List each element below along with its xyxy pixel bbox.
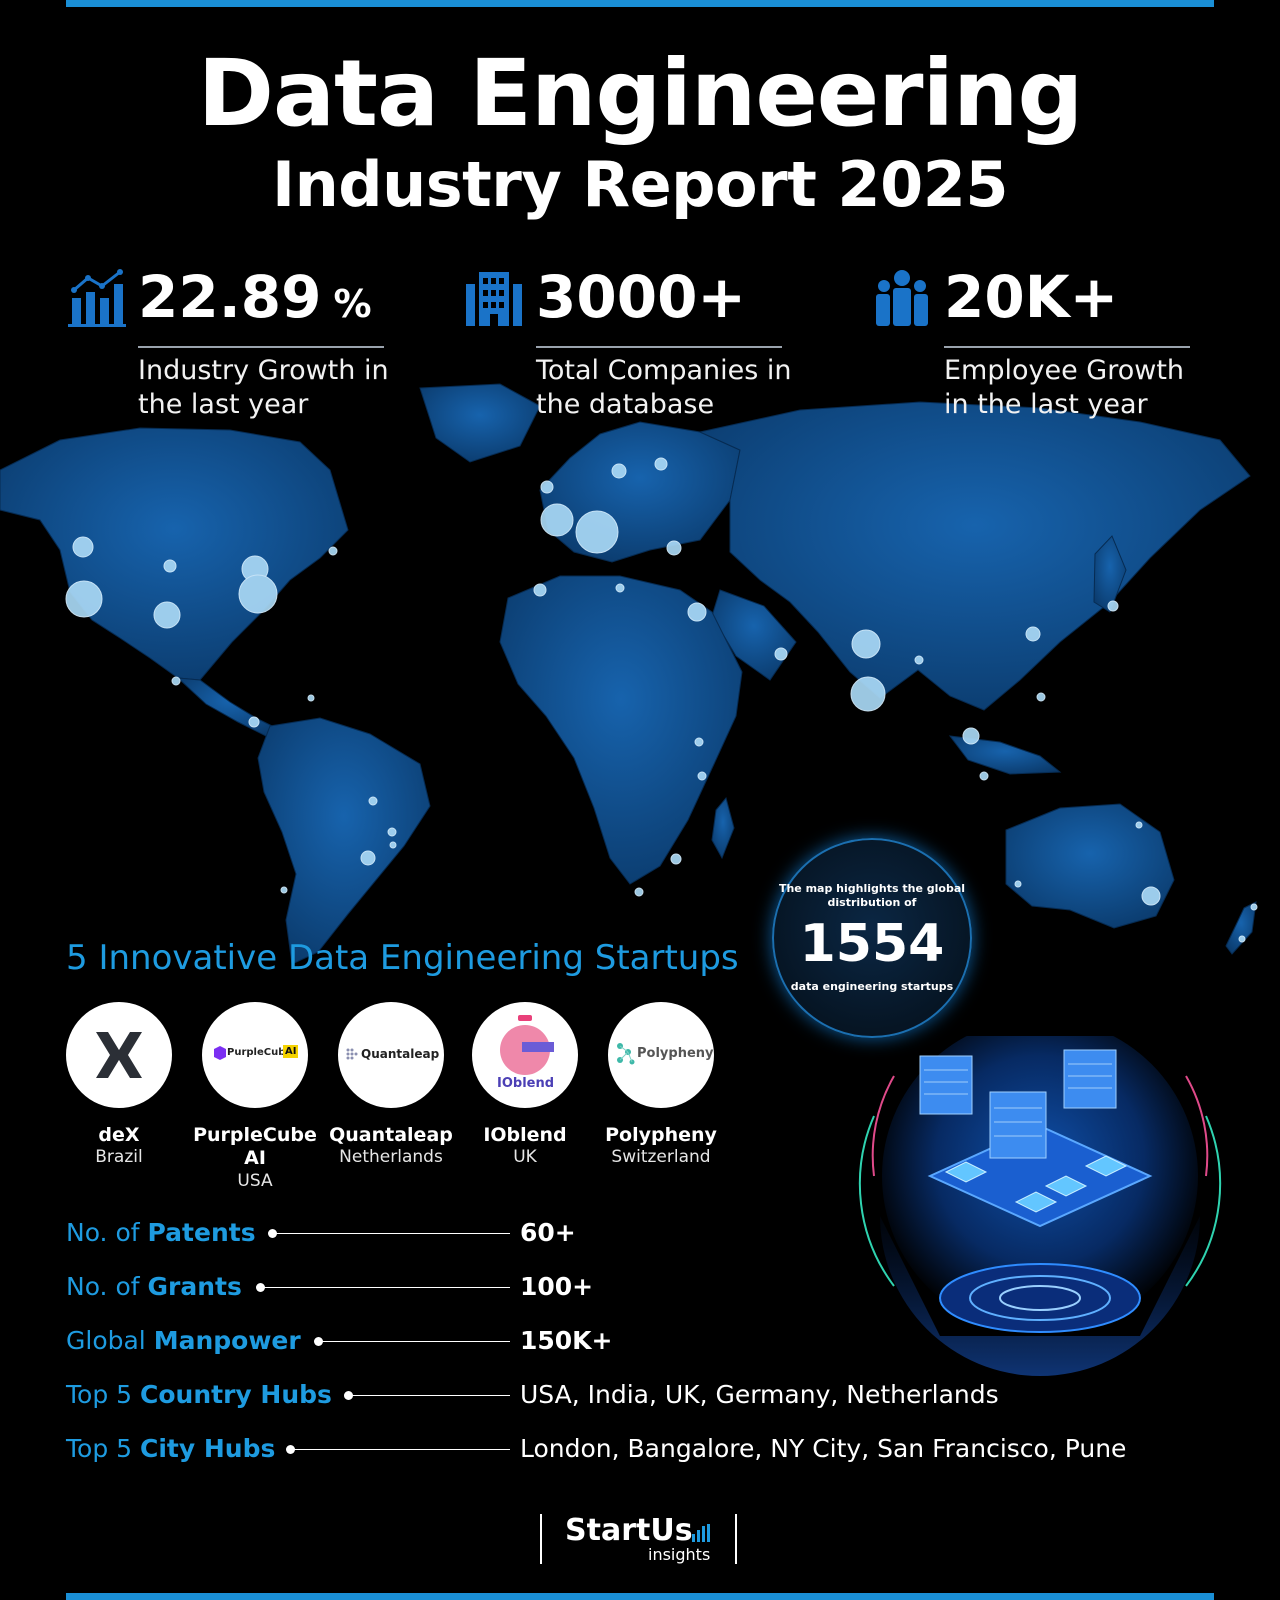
brand-name: StartUs [565,1513,693,1548]
startup-name: Polypheny [605,1124,717,1146]
top-accent-bar [66,0,1214,7]
metric-prefix: Global [66,1326,146,1355]
startup-name: Quantaleap [329,1124,453,1146]
leader-line [318,1341,510,1342]
startup-name: IOblend [483,1124,567,1146]
dex-logo-icon [96,1032,142,1078]
metric-prefix: Top 5 [66,1434,133,1463]
metric-value: 60+ [520,1218,576,1247]
metric-name: Grants [147,1272,242,1301]
stat-unit: % [333,282,372,326]
leader-line [348,1395,510,1396]
people-icon [876,270,928,326]
metric-value: 100+ [520,1272,594,1301]
stat-value: 22.89 [138,263,322,331]
badge-caption: The map highlights the global distributi… [778,882,966,909]
metric-manpower: Global Manpower 150K+ [66,1324,1226,1358]
ioblend-logo-icon [500,1015,554,1075]
startup-country: UK [513,1147,537,1167]
purplecube-logo-text: PurpleCube [227,1047,293,1058]
ioblend-logo-text: IOblend [497,1076,555,1091]
stat-value: 20K+ [944,263,1119,331]
leader-line [290,1449,510,1450]
building-icon [466,272,522,326]
startup-country: Switzerland [611,1147,711,1167]
startups-count-badge: The map highlights the global distributi… [772,838,972,1038]
bottom-accent-bar [66,1593,1214,1600]
startus-insights-logo[interactable]: StartUs insights [540,1514,740,1566]
metric-grants: No. of Grants 100+ [66,1270,1226,1304]
startup-name: PurpleCube AI [193,1124,317,1169]
metric-name: Country Hubs [140,1380,332,1409]
metric-value: USA, India, UK, Germany, Netherlands [520,1380,999,1409]
purplecube-ai-badge: AI [283,1045,299,1058]
stat-value: 3000+ [536,263,747,331]
leader-line [272,1233,510,1234]
metric-name: Manpower [153,1326,301,1355]
leader-line [260,1287,510,1288]
brand-divider [735,1514,737,1564]
badge-subcaption: data engineering startups [790,980,954,993]
world-map [0,383,1258,965]
polypheny-logo-text: Polypheny [637,1046,714,1061]
page-subtitle: Industry Report 2025 [272,148,1008,221]
startup-country: USA [237,1171,273,1191]
stat-label: Employee Growth in the last year [944,355,1185,420]
stat-label: Total Companies in the database [536,355,792,420]
metric-prefix: Top 5 [66,1380,133,1409]
dots-icon [346,1048,358,1060]
growth-chart-icon [68,269,126,327]
page-title: Data Engineering [197,40,1084,147]
brand-divider [540,1514,542,1564]
metric-value: London, Bangalore, NY City, San Francisc… [520,1434,1127,1463]
startup-country: Netherlands [339,1147,443,1167]
polypheny-logo-icon [617,1043,635,1065]
stat-divider [138,346,384,348]
stat-label: Industry Growth in the last year [138,355,389,420]
startup-logo-dex[interactable] [66,1002,172,1108]
quantaleap-logo-text: Quantaleap [361,1047,440,1061]
startup-logo-quantaleap[interactable]: Quantaleap [338,1002,444,1108]
stat-divider [536,346,782,348]
signal-bars-icon [692,1524,710,1542]
metric-name: City Hubs [140,1434,276,1463]
server-platform-illustration [858,1036,1222,1376]
startup-country: Brazil [95,1147,143,1167]
metric-country-hubs: Top 5 Country Hubs USA, India, UK, Germa… [66,1378,1226,1412]
badge-number: 1554 [799,914,945,974]
metric-prefix: No. of [66,1272,140,1301]
startup-name: deX [98,1124,140,1146]
startup-logo-purplecube[interactable]: PurpleCube AI [202,1002,308,1108]
metric-prefix: No. of [66,1218,140,1247]
startups-heading: 5 Innovative Data Engineering Startups [66,938,739,978]
brand-subtext: insights [648,1545,711,1564]
metric-value: 150K+ [520,1326,613,1355]
startup-logo-polypheny[interactable]: Polypheny [608,1002,714,1108]
cube-icon [214,1046,226,1060]
startup-logo-ioblend[interactable]: IOblend [472,1002,578,1108]
metric-city-hubs: Top 5 City Hubs London, Bangalore, NY Ci… [66,1432,1226,1466]
stat-divider [944,346,1190,348]
metric-patents: No. of Patents 60+ [66,1216,1226,1250]
metric-name: Patents [147,1218,256,1247]
